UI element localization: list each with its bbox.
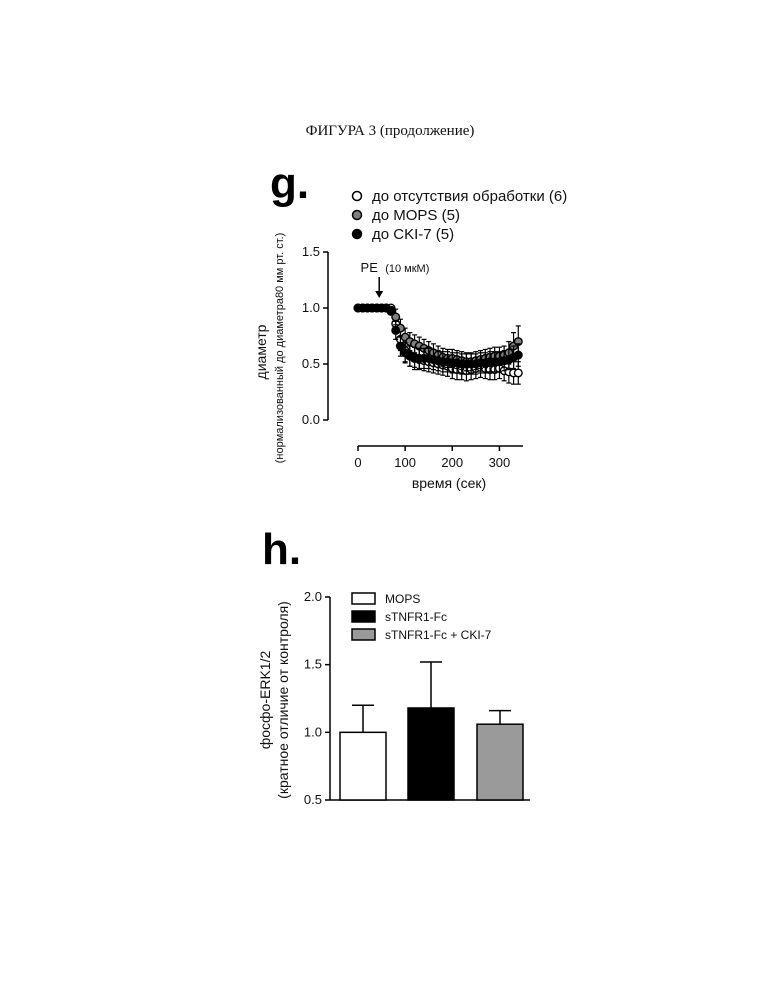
panel-g-ylabel-1: диаметр [253, 324, 269, 379]
panel-g-y-tick-label: 0.5 [302, 356, 320, 371]
panel-h-legend: MOPS sTNFR1-Fc sTNFR1-Fc + CKI-7 [351, 592, 492, 642]
panel-g-y-tick-label: 1.0 [302, 300, 320, 315]
data-point [395, 341, 405, 351]
data-point [513, 368, 523, 378]
panel-h-bars [339, 661, 524, 801]
panel-g-legend-label: до MOPS (5) [372, 207, 460, 224]
panel-h-legend-label: MOPS [385, 592, 420, 606]
panel-h-legend-swatch [351, 628, 376, 641]
bar-2 [476, 723, 524, 801]
panel-g-x-tick-label: 100 [394, 455, 416, 470]
data-point [391, 325, 401, 335]
panel-h-legend-swatch [351, 592, 376, 605]
panel-g-x-tick-label: 0 [354, 455, 361, 470]
panel-g-data [353, 303, 523, 385]
panel-g-legend-label: до CKI-7 (5) [372, 226, 454, 243]
panel-h-ylabel-1: фосфо-ERK1/2 [257, 651, 273, 750]
panel-g-letter: g. [270, 159, 309, 208]
panel-h-y-tick-label: 2.0 [304, 589, 322, 604]
panel-h-ylabel-2: (кратное отличие от контроля) [275, 601, 291, 799]
data-point [391, 312, 401, 322]
panel-g: g. до отсутствия обработки (6) до MOPS (5… [253, 159, 567, 491]
panel-g-legend-label: до отсутствия обработки (6) [372, 188, 567, 205]
panel-g-ylabel-2: (нормализованный до диаметра80 мм рт. ст… [274, 233, 286, 464]
bar-1 [407, 707, 455, 801]
panel-h-legend-label: sTNFR1-Fc + CKI-7 [385, 628, 492, 642]
panel-h-legend-swatch [351, 610, 376, 623]
panel-g-legend-marker [351, 209, 363, 221]
data-point [386, 306, 396, 316]
panel-g-annotation: PE (10 мкМ) [361, 260, 429, 298]
panel-g-legend-marker [351, 228, 363, 240]
panel-h-letter: h. [262, 525, 301, 574]
panel-h: h. MOPS sTNFR1-Fc sTNFR1-Fc + CKI-7 0.5 1.0… [257, 525, 530, 807]
panel-g-x-tick-label: 200 [441, 455, 463, 470]
panel-g-series-2 [353, 303, 523, 375]
panel-g-x-tick-label: 300 [489, 455, 511, 470]
pe-label: PE [361, 260, 379, 275]
panel-h-y-tick-label: 0.5 [304, 792, 322, 807]
data-point [513, 350, 523, 360]
panel-h-y-tick-label: 1.0 [304, 724, 322, 739]
panel-g-y-tick-label: 0.0 [302, 412, 320, 427]
pe-arrow-head [375, 291, 384, 298]
panel-g-axes: 0.0 0.5 1.0 1.5 0 100 200 300 [302, 244, 523, 470]
panel-g-legend-marker [351, 190, 363, 202]
panel-g-xlabel: время (сек) [412, 475, 486, 491]
pe-concentration: (10 мкМ) [385, 263, 429, 275]
page-title: ФИГУРА 3 (продолжение) [305, 123, 475, 139]
panel-h-y-tick-label: 1.5 [304, 657, 322, 672]
panel-h-legend-label: sTNFR1-Fc [385, 610, 447, 624]
panel-g-y-tick-label: 1.5 [302, 244, 320, 259]
panel-g-legend: до отсутствия обработки (6) до MOPS (5) до… [351, 188, 567, 243]
bar-0 [339, 731, 387, 801]
